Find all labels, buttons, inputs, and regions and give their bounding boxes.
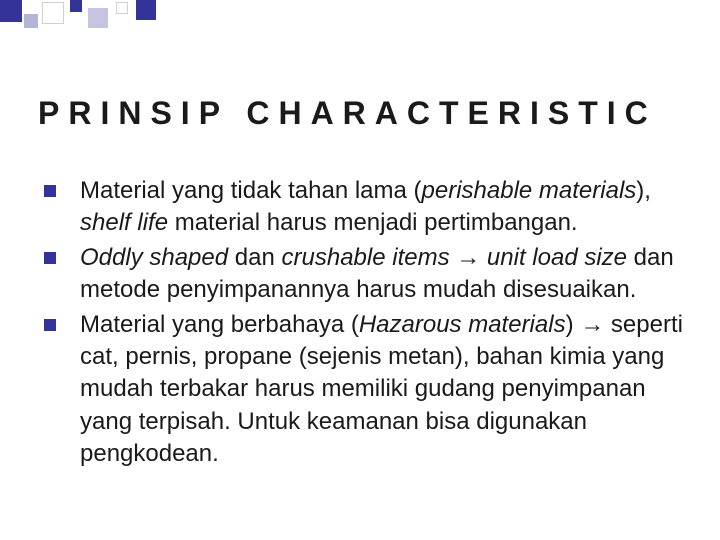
slide-title: PRINSIP CHARACTERISTIC bbox=[38, 95, 682, 132]
list-item: Material yang berbahaya (Hazarous materi… bbox=[38, 309, 692, 471]
bullet-square-icon bbox=[44, 252, 56, 264]
top-decor-bar bbox=[0, 0, 156, 28]
bullet-text: Material yang tidak tahan lama (perishab… bbox=[80, 175, 692, 240]
list-item: Material yang tidak tahan lama (perishab… bbox=[38, 175, 692, 240]
bullet-square-icon bbox=[44, 319, 56, 331]
decor-square bbox=[116, 2, 128, 14]
decor-square bbox=[136, 0, 156, 20]
bullet-list: Material yang tidak tahan lama (perishab… bbox=[38, 175, 692, 473]
decor-square bbox=[0, 0, 22, 22]
decor-square bbox=[24, 14, 38, 28]
bullet-text: Material yang berbahaya (Hazarous materi… bbox=[80, 309, 692, 471]
bullet-text: Oddly shaped dan crushable items → unit … bbox=[80, 242, 692, 307]
decor-square bbox=[70, 0, 82, 12]
bullet-square-icon bbox=[44, 185, 56, 197]
decor-square bbox=[42, 2, 64, 24]
list-item: Oddly shaped dan crushable items → unit … bbox=[38, 242, 692, 307]
decor-square bbox=[88, 8, 108, 28]
